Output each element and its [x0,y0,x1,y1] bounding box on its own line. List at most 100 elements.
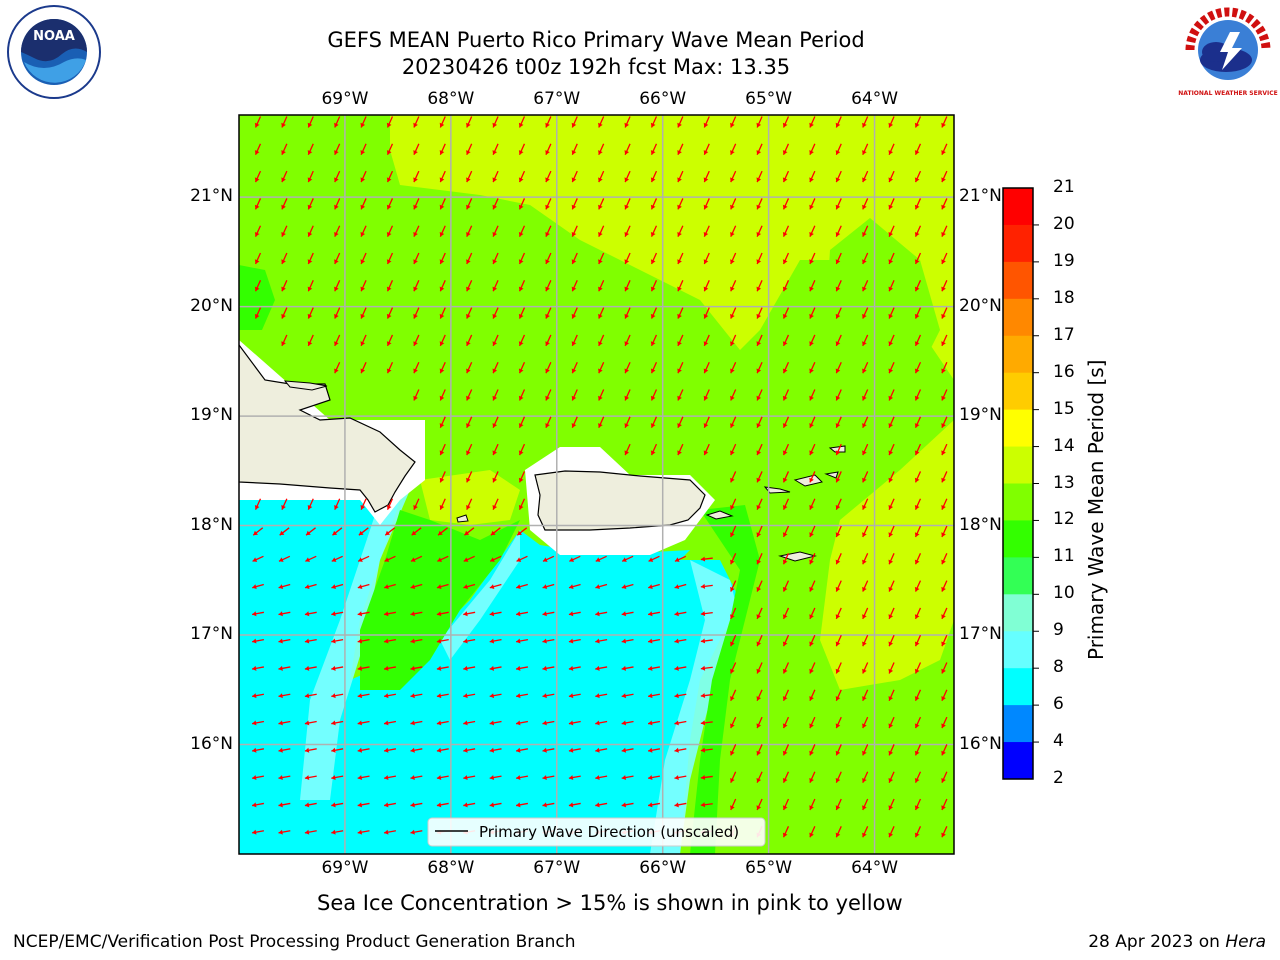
wave-arrow [862,280,869,292]
map-frame [238,114,955,855]
wave-arrow [624,252,631,265]
wave-arrow [782,498,790,510]
wave-arrow [568,747,581,753]
wave-arrow [756,798,763,811]
wave-arrow [756,170,763,183]
wave-arrow [941,143,948,156]
wave-arrow [489,555,502,562]
wave-arrow [307,252,314,265]
wave-arrow [278,829,291,835]
wave-arrow [809,307,816,319]
wave-arrow [334,116,341,128]
wave-arrow [730,607,737,620]
wave-arrow [888,361,895,374]
wave-arrow [490,527,501,536]
axis-tick-label: 16°N [190,733,233,754]
wave-arrow [281,307,288,319]
wave-arrow [888,580,895,592]
wave-arrow [466,143,473,156]
colorbar-segment [1003,483,1033,521]
wave-arrow [782,389,790,401]
wave-arrow [466,252,473,265]
wave-arrow [516,527,528,536]
wave-arrow [914,116,922,128]
wave-arrow [914,826,922,838]
wave-arrow [809,416,816,429]
wave-arrow [888,553,895,565]
wave-arrow [383,747,397,753]
wave-arrow [357,611,370,617]
colorbar-title: Primary Wave Mean Period [s] [1084,359,1108,661]
wave-arrow [914,580,922,592]
wave-arrow [888,334,895,347]
wave-arrow [278,747,291,753]
wave-arrow [941,689,948,702]
wave-arrow [515,611,529,617]
st-martin [824,471,839,479]
wave-arrow [439,334,446,347]
wave-arrow [413,361,420,374]
wave-arrow [278,775,291,781]
wave-arrow [439,252,446,265]
wave-arrow [730,498,737,510]
axis-tick-label: 21°N [959,186,1002,207]
wave-arrow [941,170,948,183]
wave-arrow [466,170,473,183]
wave-arrow [281,143,288,156]
wave-arrow [357,638,370,644]
wave-arrow [835,252,842,265]
footer-date: 28 Apr 2023 on Hera [1088,932,1266,952]
wave-arrow [360,170,367,183]
wave-arrow [809,716,816,729]
wave-arrow [941,826,948,838]
wave-arrow [278,611,291,617]
wave-arrow [307,170,314,183]
wave-arrow [756,280,763,292]
wave-arrow [888,525,895,538]
wave-arrow [782,798,790,811]
wave-arrow [492,443,499,456]
wave-arrow [254,498,262,510]
wave-arrow [941,389,948,401]
wave-arrow [809,252,816,265]
wave-arrow [252,555,264,562]
wave-arrow [598,361,605,374]
wave-arrow [650,252,658,265]
wave-arrow [598,416,605,429]
wave-arrow [700,638,713,644]
wave-arrow [358,527,369,536]
wave-arrow [463,693,476,699]
wave-arrow [307,225,314,237]
wave-arrow [331,638,344,644]
wave-arrow [439,416,446,429]
wave-arrow [413,170,420,183]
wave-arrow [254,116,262,128]
wave-arrow [674,693,687,699]
wave-arrow [436,611,449,617]
wave-arrow [700,720,713,726]
wave-arrow [571,389,578,401]
wave-arrow [542,665,555,671]
wave-arrow [809,225,816,237]
wave-arrow [278,665,291,671]
wave-arrow [677,416,684,429]
wave-arrow [888,143,895,156]
wave-arrow [410,802,423,808]
wave-arrow [413,334,420,347]
wave-arrow [888,170,895,183]
wave-arrow [251,802,265,808]
wave-arrow [463,665,476,671]
wave-arrow [304,775,317,781]
wave-arrow [782,607,790,620]
colorbar-segment [1003,261,1033,300]
wave-arrow [782,225,790,237]
wave-arrow [439,471,446,483]
wave-arrow [463,638,476,644]
wave-arrow [568,802,581,808]
wave-arrow [542,775,555,781]
wave-arrow [463,555,475,562]
wave-arrow [862,389,869,401]
wave-arrow [331,665,344,671]
wave-arrow [624,334,631,347]
wave-arrow [677,225,684,237]
